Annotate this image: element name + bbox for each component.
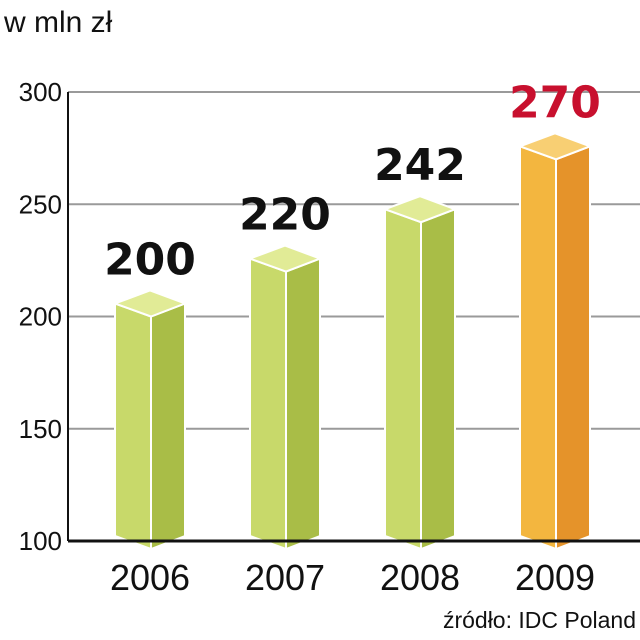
bar-front-face	[249, 257, 287, 551]
bar-top-face	[517, 132, 593, 161]
bar	[112, 289, 188, 551]
x-category-label: 2008	[380, 557, 460, 598]
bar-front-face	[519, 144, 557, 551]
y-tick-label: 250	[19, 189, 62, 219]
bar-value-label: 220	[239, 190, 331, 241]
unit-label: w mln zł	[3, 6, 113, 39]
x-category-label: 2007	[245, 557, 325, 598]
bar-side-face	[150, 302, 186, 551]
x-category-label: 2006	[110, 557, 190, 598]
bar-side-face	[285, 257, 321, 551]
source-label: źródło: IDC Poland	[443, 607, 636, 633]
x-axis-labels: 2006 2007 2008 2009	[110, 557, 595, 598]
bar	[382, 195, 458, 551]
bars	[112, 132, 593, 551]
bar	[247, 244, 323, 551]
bar-front-face	[114, 302, 152, 551]
y-tick-label: 300	[19, 77, 62, 107]
bar-value-label: 200	[104, 235, 196, 286]
bar-side-face	[420, 207, 456, 551]
bar-side-face	[555, 144, 591, 551]
y-tick-label: 100	[19, 526, 62, 556]
x-category-label: 2009	[515, 557, 595, 598]
bar-value-label: 270	[509, 77, 601, 128]
bar-value-label: 242	[374, 140, 466, 191]
value-labels: 200 220 242 270	[104, 77, 601, 285]
y-tick-label: 200	[19, 302, 62, 332]
y-tick-label: 150	[19, 414, 62, 444]
bar	[517, 132, 593, 551]
y-axis-ticks: 100 150 200 250 300	[19, 77, 62, 556]
bar-front-face	[384, 207, 422, 551]
bar-top-face	[382, 195, 458, 224]
bar-top-face	[247, 244, 323, 273]
bar-top-face	[112, 289, 188, 318]
